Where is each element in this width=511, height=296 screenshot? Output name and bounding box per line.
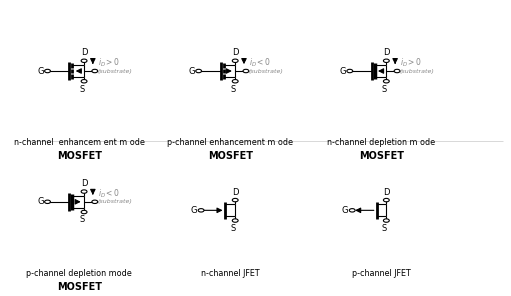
Text: (substrate): (substrate): [400, 68, 435, 73]
Text: D: D: [81, 179, 87, 188]
Circle shape: [233, 59, 238, 62]
Circle shape: [383, 59, 389, 62]
Text: MOSFET: MOSFET: [57, 282, 102, 292]
Circle shape: [92, 200, 98, 204]
Text: G: G: [339, 67, 346, 75]
Text: S: S: [80, 215, 85, 224]
Circle shape: [347, 69, 353, 73]
Circle shape: [198, 209, 204, 212]
Text: p-channel JFET: p-channel JFET: [352, 268, 411, 278]
Text: (substrate): (substrate): [98, 199, 132, 204]
Text: $i_{D} < 0$: $i_{D} < 0$: [98, 188, 120, 200]
Text: G: G: [342, 206, 349, 215]
Text: p-channel enhancement m ode: p-channel enhancement m ode: [167, 138, 293, 147]
Text: S: S: [230, 224, 236, 233]
Text: (substrate): (substrate): [249, 68, 284, 73]
Text: D: D: [232, 48, 239, 57]
Circle shape: [196, 69, 201, 73]
Circle shape: [383, 80, 389, 83]
Text: G: G: [37, 197, 43, 206]
Circle shape: [81, 80, 87, 83]
Text: D: D: [383, 188, 389, 197]
Text: MOSFET: MOSFET: [359, 152, 404, 162]
Text: n-channel JFET: n-channel JFET: [201, 268, 260, 278]
Text: S: S: [230, 85, 236, 94]
Circle shape: [350, 209, 355, 212]
Text: D: D: [81, 48, 87, 57]
Circle shape: [44, 200, 51, 204]
Circle shape: [233, 219, 238, 222]
Circle shape: [92, 69, 98, 73]
Circle shape: [233, 198, 238, 202]
Circle shape: [81, 190, 87, 193]
Circle shape: [394, 69, 400, 73]
Circle shape: [233, 80, 238, 83]
Text: G: G: [37, 67, 43, 75]
Text: S: S: [382, 224, 387, 233]
Text: G: G: [188, 67, 195, 75]
Text: MOSFET: MOSFET: [57, 152, 102, 162]
Circle shape: [44, 69, 51, 73]
Text: S: S: [382, 85, 387, 94]
Text: S: S: [80, 85, 85, 94]
Circle shape: [383, 219, 389, 222]
Text: $i_{D} > 0$: $i_{D} > 0$: [400, 57, 422, 69]
Text: $i_{D} < 0$: $i_{D} < 0$: [249, 57, 271, 69]
Circle shape: [81, 210, 87, 214]
Text: D: D: [232, 188, 239, 197]
Circle shape: [243, 69, 249, 73]
Circle shape: [81, 59, 87, 62]
Text: D: D: [383, 48, 389, 57]
Text: G: G: [191, 206, 197, 215]
Text: $i_{D} > 0$: $i_{D} > 0$: [98, 57, 120, 69]
Text: MOSFET: MOSFET: [208, 152, 253, 162]
Text: n-channel depletion m ode: n-channel depletion m ode: [328, 138, 435, 147]
Text: (substrate): (substrate): [98, 68, 132, 73]
Text: p-channel depletion mode: p-channel depletion mode: [27, 268, 132, 278]
Circle shape: [383, 198, 389, 202]
Text: n-channel  enhancem ent m ode: n-channel enhancem ent m ode: [14, 138, 145, 147]
